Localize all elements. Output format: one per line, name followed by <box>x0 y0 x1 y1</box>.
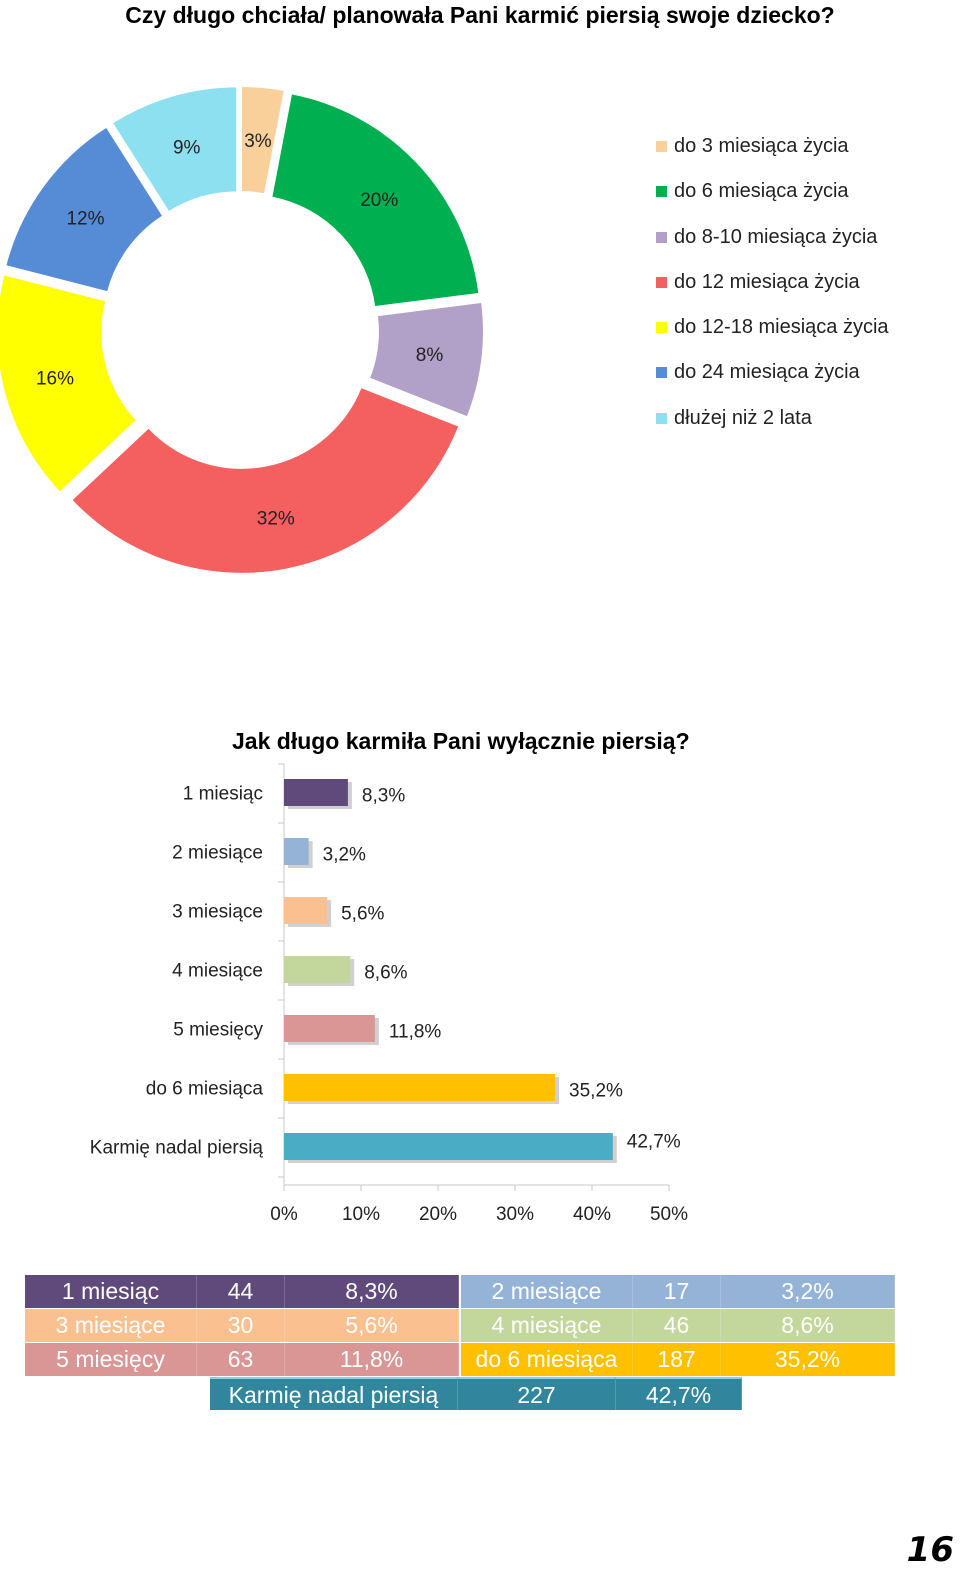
table-cell: 44 <box>197 1275 285 1308</box>
pie-chart-title: Czy długo chciała/ planowała Pani karmić… <box>125 2 835 28</box>
donut-chart: 3% 20% 8% 32% 16% 12% 9% <box>0 85 485 575</box>
table-divider <box>459 1343 461 1376</box>
legend-label: do 3 miesiąca życia <box>674 135 849 157</box>
bar <box>284 838 309 865</box>
legend-swatch <box>656 186 667 198</box>
legend-label: do 6 miesiąca życia <box>674 180 849 203</box>
bar-data-label: 11,8% <box>389 1022 442 1043</box>
legend-swatch <box>656 231 667 243</box>
donut-slice: 12% <box>4 125 165 294</box>
page-number: 16 <box>906 1530 954 1570</box>
bar <box>284 1015 375 1042</box>
x-tick-label: 10% <box>342 1204 380 1225</box>
table-cell: 1 miesiąc <box>25 1275 197 1308</box>
table-cell: 5,6% <box>285 1309 459 1342</box>
table-cell: 2 miesiące <box>461 1275 633 1308</box>
table-cell: 8,3% <box>285 1275 459 1308</box>
bar-data-label: 5,6% <box>341 904 384 925</box>
table-cell: 11,8% <box>285 1343 459 1376</box>
donut-slice-shape <box>367 300 485 419</box>
legend-swatch <box>656 412 667 424</box>
table-row: 1 miesiąc 44 8,3% 2 miesiące 17 3,2% <box>25 1275 895 1308</box>
bar <box>284 779 348 806</box>
legend-label: do 8-10 miesiąca życia <box>674 225 878 248</box>
category-label: Karmię nadal piersią <box>90 1138 264 1159</box>
category-label: 1 miesiąc <box>183 784 263 805</box>
legend-label: do 24 miesiąca życia <box>674 361 860 384</box>
donut-data-label: 12% <box>66 209 104 230</box>
legend-swatch <box>656 141 667 152</box>
donut-slice-shape <box>69 385 461 575</box>
bar <box>284 956 351 983</box>
table-cell: 35,2% <box>721 1343 895 1376</box>
table-cell: 63 <box>197 1343 285 1376</box>
bar-data-label: 42,7% <box>627 1132 681 1153</box>
x-tick-label: 40% <box>573 1204 611 1225</box>
x-tick-label: 20% <box>419 1204 457 1225</box>
legend-label: dłużej niż 2 lata <box>674 406 812 429</box>
bar-data-label: 8,6% <box>364 963 407 984</box>
donut-data-label: 20% <box>360 190 398 211</box>
bar <box>284 897 328 924</box>
donut-slice-shape <box>4 125 165 294</box>
donut-data-label: 9% <box>173 138 201 159</box>
table-cell: 187 <box>633 1343 721 1376</box>
donut-slice: 8% <box>367 300 485 419</box>
table-divider <box>459 1275 461 1308</box>
table-row: Karmię nadal piersią 227 42,7% <box>210 1377 742 1410</box>
donut-slice: 16% <box>0 273 139 495</box>
donut-slice-shape <box>110 85 239 214</box>
legend-label: do 12-18 miesiąca życia <box>674 316 889 339</box>
x-tick-label: 50% <box>650 1204 688 1225</box>
category-label: do 6 miesiąca <box>146 1079 264 1100</box>
table-cell: 8,6% <box>721 1309 895 1342</box>
category-label: 3 miesiące <box>172 902 263 923</box>
x-tick-label: 0% <box>270 1204 298 1225</box>
table-row: 5 miesięcy 63 11,8% do 6 miesiąca 187 35,2% <box>25 1343 895 1376</box>
donut-slice-shape <box>270 92 481 309</box>
table-cell: Karmię nadal piersią <box>210 1377 458 1410</box>
donut-slice: 32% <box>69 385 461 575</box>
legend-swatch <box>656 322 667 334</box>
donut-data-label: 32% <box>257 509 295 530</box>
bar-data-label: 35,2% <box>569 1081 623 1102</box>
donut-data-label: 16% <box>36 368 74 389</box>
bar-chart: 1 miesiąc 8,3% 2 miesiące 3,2% 3 miesiące 5,6… <box>90 763 688 1225</box>
table-cell: 4 miesiące <box>461 1309 633 1342</box>
donut-slice-shape <box>0 273 139 495</box>
donut-slice: 9% <box>110 85 239 214</box>
donut-data-label: 3% <box>244 131 272 152</box>
table-cell: 227 <box>458 1377 616 1410</box>
donut-data-label: 8% <box>416 345 444 366</box>
table-cell: 42,7% <box>616 1377 742 1410</box>
legend-swatch <box>656 276 667 288</box>
table-cell: 3,2% <box>721 1275 895 1308</box>
category-label: 4 miesiące <box>172 961 263 982</box>
bar-chart-title: Jak długo karmiła Pani wyłącznie piersią… <box>232 728 690 754</box>
table-cell: 17 <box>633 1275 721 1308</box>
table-divider <box>459 1309 461 1342</box>
x-tick-label: 30% <box>496 1204 534 1225</box>
bar-data-label: 3,2% <box>323 845 366 866</box>
bar <box>284 1133 613 1160</box>
table-cell: 30 <box>197 1309 285 1342</box>
table-row: 3 miesiące 30 5,6% 4 miesiące 46 8,6% <box>25 1309 895 1342</box>
table-cell: 5 miesięcy <box>25 1343 197 1376</box>
bar <box>284 1074 556 1101</box>
donut-slice: 20% <box>270 92 481 309</box>
table-cell: 46 <box>633 1309 721 1342</box>
category-label: 2 miesiące <box>172 843 263 864</box>
table-cell: do 6 miesiąca <box>461 1343 633 1376</box>
category-label: 5 miesięcy <box>173 1020 263 1041</box>
donut-slice: 3% <box>239 85 286 196</box>
donut-slice-shape <box>239 85 286 196</box>
legend-swatch <box>656 367 667 379</box>
bar-data-label: 8,3% <box>362 786 405 807</box>
table-cell: 3 miesiące <box>25 1309 197 1342</box>
legend-label: do 12 miesiąca życia <box>674 270 860 293</box>
